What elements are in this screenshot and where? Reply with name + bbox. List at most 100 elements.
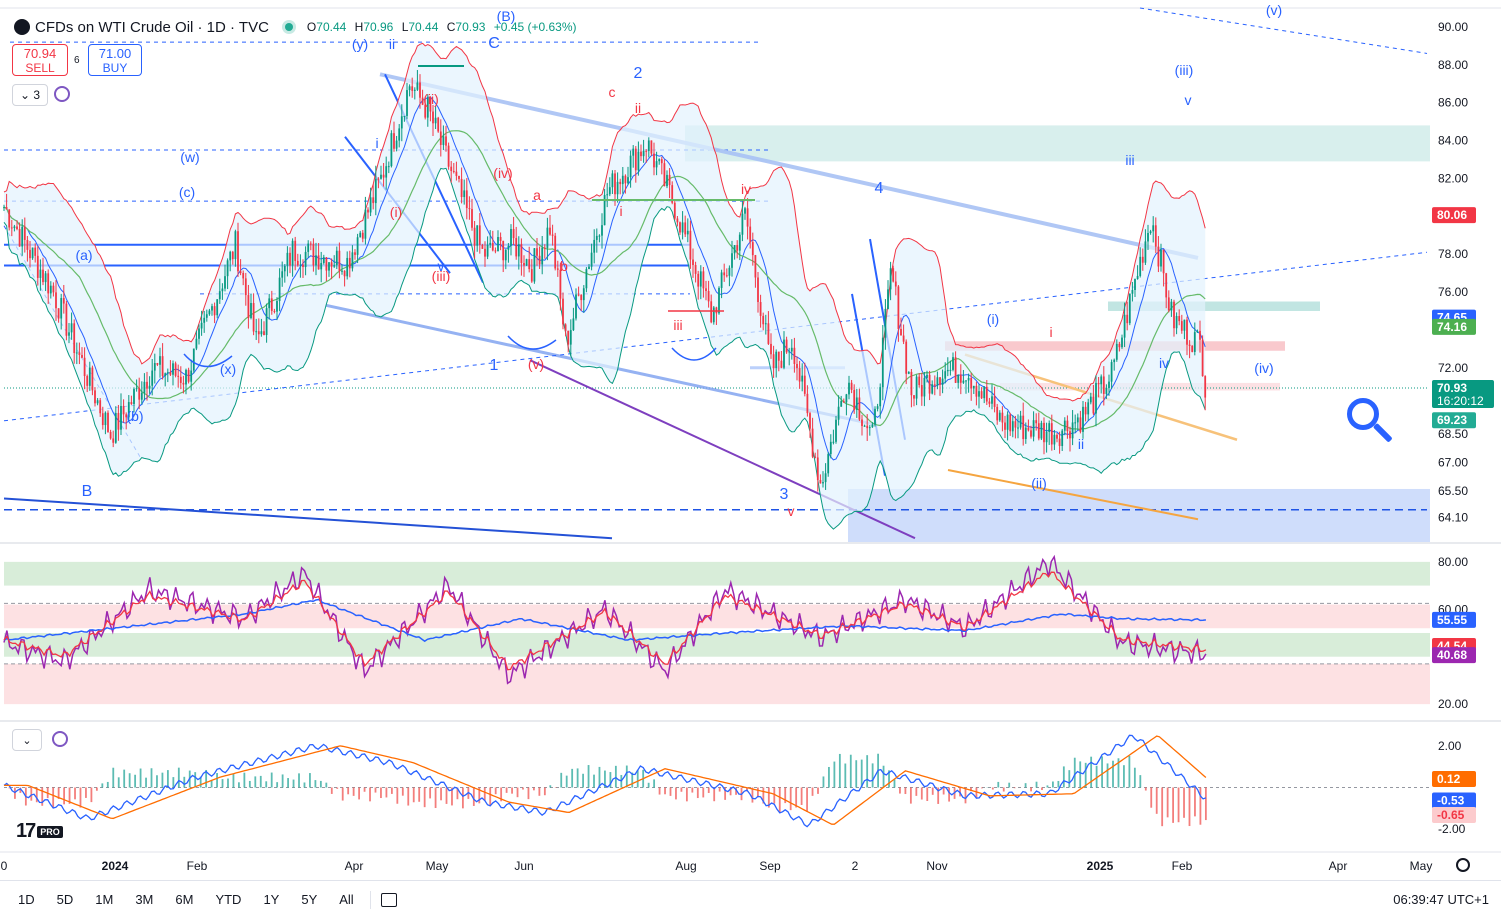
candle-body (786, 340, 788, 353)
candle-body (102, 413, 104, 425)
candle (674, 201, 676, 220)
macd-hist-bar (260, 776, 262, 788)
candle-body (911, 372, 913, 395)
candle-body (908, 372, 910, 374)
candle-body (1121, 338, 1123, 348)
bottom-toolbar: 1D 5D 1M 3M 6M YTD 1Y 5Y All 06:39:47 UT… (0, 880, 1501, 918)
candle-body (157, 363, 159, 365)
chart-canvas[interactable]: (y)ii(B)C(w)(c)(a)(x)(b)Biv1243(iii)v(v)… (0, 0, 1501, 880)
macd-hist-bar (1150, 788, 1152, 808)
candle-body (1093, 397, 1095, 414)
candle-body (739, 235, 741, 251)
macd-hist-bar (549, 785, 551, 787)
tf-all[interactable]: All (339, 892, 353, 907)
candle-body (578, 295, 580, 296)
candle-body (456, 172, 458, 176)
candle-body (245, 278, 247, 295)
tf-6m[interactable]: 6M (175, 892, 193, 907)
candle-body (833, 442, 835, 443)
candle-body (760, 302, 762, 316)
tf-1m[interactable]: 1M (95, 892, 113, 907)
macd-hist-bar (812, 788, 814, 796)
candle-body (892, 268, 894, 281)
candle-body (874, 409, 876, 425)
candle-body (193, 349, 195, 371)
candle-body (466, 190, 468, 208)
tf-5d[interactable]: 5D (57, 892, 74, 907)
candle-body (1007, 415, 1009, 430)
candle-body (942, 379, 944, 385)
candle-body (877, 406, 879, 409)
candle-body (240, 271, 242, 273)
macd-hist-bar (222, 779, 224, 787)
macd-badge-label: 0.12 (1437, 772, 1461, 786)
macd-hist-bar (899, 788, 901, 794)
candle-body (1033, 420, 1035, 436)
candle-body (292, 241, 294, 266)
candle-body (640, 152, 642, 157)
wave-label: iv (741, 181, 751, 197)
candle-body (21, 227, 23, 247)
candle (193, 348, 195, 373)
candle-body (177, 376, 179, 377)
candle-body (973, 386, 975, 389)
buy-price: 71.00 (89, 47, 141, 61)
refresh-icon[interactable] (54, 86, 70, 102)
candle-body (526, 259, 528, 265)
tf-3m[interactable]: 3M (135, 892, 153, 907)
clock-readout[interactable]: 06:39:47 UTC+1 (1393, 892, 1489, 907)
time-tick: 2025 (1087, 859, 1114, 873)
candle-body (16, 226, 18, 229)
candle-body (357, 237, 359, 255)
candle-body (770, 344, 772, 354)
candle-body (768, 323, 770, 344)
candle-body (167, 372, 169, 373)
gear-icon[interactable] (1456, 858, 1470, 872)
candle-body (198, 328, 200, 338)
candle-body (609, 187, 611, 194)
candle-body (1098, 383, 1100, 384)
tf-5y[interactable]: 5Y (301, 892, 317, 907)
macd-hist-bar (1057, 781, 1059, 788)
symbol-title[interactable]: CFDs on WTI Crude Oil · 1D · TVC (35, 19, 269, 36)
candle-body (599, 236, 601, 237)
bollinger-fill (4, 43, 1205, 529)
candle-body (497, 237, 499, 251)
sell-button[interactable]: 70.94 SELL (12, 44, 68, 76)
candle-body (762, 316, 764, 324)
candle-body (552, 235, 554, 236)
candle-body (895, 282, 897, 287)
chevron-down-icon: ⌄ (20, 88, 30, 102)
rsi-tick: 20.00 (1438, 697, 1468, 711)
tf-1y[interactable]: 1Y (263, 892, 279, 907)
candle-body (965, 380, 967, 381)
macd-hist-bar (675, 788, 677, 800)
refresh-icon[interactable] (52, 731, 68, 747)
candle-body (939, 377, 941, 385)
calendar-icon[interactable] (381, 893, 397, 907)
wave-label: (v) (1266, 2, 1282, 18)
candle-body (547, 228, 549, 248)
rsi-overbought-zone (4, 562, 1430, 586)
macd-collapse-button[interactable]: ⌄ (12, 729, 42, 751)
indicators-collapse-button[interactable]: ⌄ 3 (12, 84, 48, 106)
macd-hist-bar (538, 788, 540, 796)
candle-body (47, 273, 49, 293)
price-tick: 84.00 (1438, 134, 1468, 148)
tf-ytd[interactable]: YTD (215, 892, 241, 907)
macd-badge: -0.53 (1432, 793, 1476, 809)
macd-hist-bar (325, 783, 327, 788)
buy-button[interactable]: 71.00 BUY (88, 44, 142, 76)
price-tick: 82.00 (1438, 171, 1468, 185)
candle-body (1087, 402, 1089, 414)
candle-body (799, 368, 801, 381)
tf-1d[interactable]: 1D (18, 892, 35, 907)
price-tick: 72.00 (1438, 361, 1468, 375)
candle-body (214, 306, 216, 315)
macd-hist-bar (1107, 763, 1109, 787)
price-tick: 68.50 (1438, 427, 1468, 441)
macd-hist-bar (926, 788, 928, 801)
candle-body (123, 406, 125, 414)
candle-body (656, 161, 658, 167)
candle-body (1199, 331, 1201, 340)
